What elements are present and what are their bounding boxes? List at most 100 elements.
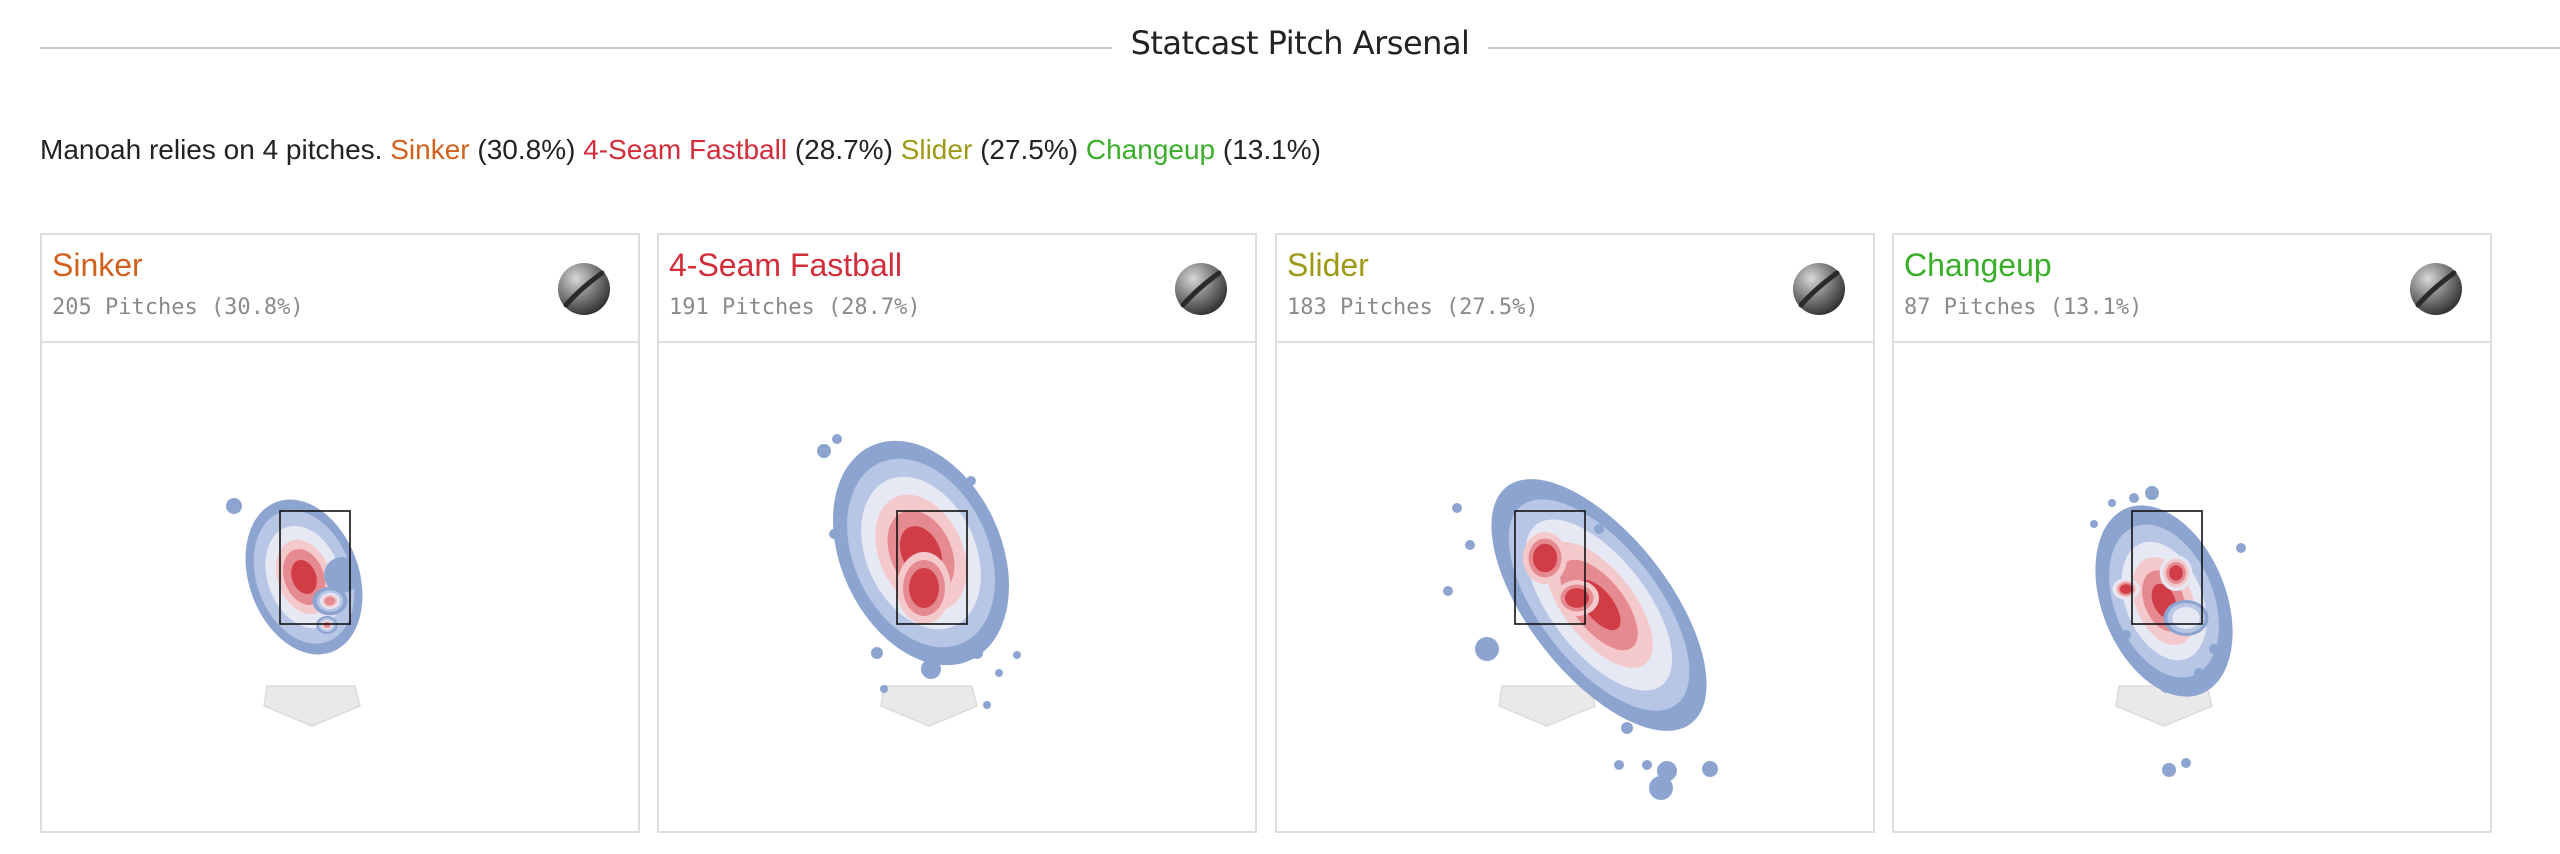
- ball-seam: [1180, 270, 1222, 308]
- heatmap-svg: [817, 434, 1021, 727]
- strike-zone: [2131, 510, 2203, 625]
- section-header: Statcast Pitch Arsenal: [40, 18, 2560, 78]
- pitch-count: 205 Pitches (30.8%): [52, 295, 304, 320]
- density-blob: [966, 476, 976, 486]
- summary-pitch-pct: (28.7%): [794, 134, 893, 165]
- pitch-name[interactable]: 4-Seam Fastball: [669, 247, 902, 283]
- density-blob: [1594, 524, 1604, 534]
- pitch-count: 191 Pitches (28.7%): [669, 295, 921, 320]
- density-layer: [817, 434, 1021, 709]
- baseball-icon: [2410, 263, 2462, 315]
- density-blob: [2209, 644, 2219, 654]
- density-blob: [995, 669, 1003, 677]
- baseball-icon: [558, 263, 610, 315]
- pitch-count: 87 Pitches (13.1%): [1904, 295, 2143, 320]
- strike-zone: [896, 510, 968, 625]
- heatmap-svg: [2090, 486, 2246, 777]
- density-blob: [921, 659, 941, 679]
- pitch-name[interactable]: Changeup: [1904, 247, 2052, 283]
- density-layer: [226, 498, 363, 655]
- density-contour: [2120, 584, 2132, 594]
- density-contour: [324, 596, 336, 606]
- density-contour: [2172, 607, 2200, 629]
- density-blob: [1013, 651, 1021, 659]
- density-layer: [2090, 486, 2246, 777]
- summary-pitch-name: 4-Seam Fastball: [583, 134, 788, 165]
- baseball-icon: [1793, 263, 1845, 315]
- ball-seam: [1798, 270, 1840, 308]
- pitch-card: Sinker 205 Pitches (30.8%): [40, 233, 640, 833]
- density-blob: [1614, 760, 1624, 770]
- density-blob: [1642, 760, 1652, 770]
- header-rule-left: [40, 47, 1112, 49]
- density-blob: [2181, 758, 2191, 768]
- density-blob: [817, 444, 831, 458]
- home-plate: [880, 685, 978, 727]
- density-blob: [2159, 677, 2175, 693]
- pitch-count: 183 Pitches (27.5%): [1287, 295, 1539, 320]
- heatmap-plot: [1894, 343, 2490, 831]
- density-contour: [1564, 588, 1590, 608]
- summary-pitch-pct: (13.1%): [1222, 134, 1321, 165]
- header-rule-right: [1488, 47, 2560, 49]
- strike-zone: [279, 510, 351, 625]
- density-blob: [1443, 586, 1453, 596]
- heatmap-plot: [659, 343, 1255, 831]
- density-blob: [1649, 776, 1673, 800]
- density-layer: [1443, 479, 1718, 800]
- density-blob: [2108, 499, 2116, 507]
- heatmap-svg: [226, 498, 363, 727]
- density-blob: [971, 647, 983, 659]
- density-blob: [2090, 520, 2098, 528]
- pitch-card: Changeup 87 Pitches (13.1%): [1892, 233, 2492, 833]
- baseball-icon: [1175, 263, 1227, 315]
- card-header: Slider 183 Pitches (27.5%): [1277, 235, 1873, 343]
- density-contour: [2169, 565, 2183, 581]
- density-contour: [909, 568, 939, 608]
- home-plate: [1498, 685, 1596, 727]
- home-plate: [263, 685, 361, 727]
- density-blob: [324, 557, 360, 593]
- summary-pitch-pct: (30.8%): [477, 134, 576, 165]
- density-blob: [2121, 630, 2131, 640]
- card-header: Sinker 205 Pitches (30.8%): [42, 235, 638, 343]
- card-header: 4-Seam Fastball 191 Pitches (28.7%): [659, 235, 1255, 343]
- density-blob: [1657, 761, 1677, 781]
- pitch-name[interactable]: Sinker: [52, 247, 143, 283]
- card-header: Changeup 87 Pitches (13.1%): [1894, 235, 2490, 343]
- density-blob: [983, 701, 991, 709]
- pitch-card: 4-Seam Fastball 191 Pitches (28.7%): [657, 233, 1257, 833]
- summary-pitch-pct: (27.5%): [980, 134, 1079, 165]
- density-blob: [2194, 668, 2204, 678]
- density-blob: [2162, 763, 2176, 777]
- density-blob: [2129, 493, 2139, 503]
- density-blob: [2236, 543, 2246, 553]
- arsenal-summary: Manoah relies on 4 pitches. Sinker (30.8…: [40, 134, 1321, 166]
- density-blob: [1702, 761, 1718, 777]
- ball-seam: [563, 270, 605, 308]
- density-blob: [832, 434, 842, 444]
- density-blob: [2117, 521, 2127, 531]
- density-contour: [291, 559, 317, 595]
- summary-pitch-name: Sinker: [390, 134, 470, 165]
- pitch-name[interactable]: Slider: [1287, 247, 1369, 283]
- heatmap-plot: [42, 343, 638, 831]
- density-blob: [1475, 637, 1499, 661]
- density-blob: [829, 529, 839, 539]
- density-blob: [226, 498, 242, 514]
- density-blob: [2145, 486, 2159, 500]
- density-contour: [1532, 543, 1558, 573]
- density-blob: [871, 647, 883, 659]
- summary-intro: Manoah relies on 4 pitches.: [40, 134, 383, 165]
- heatmap-svg: [1443, 479, 1718, 800]
- pitch-cards: Sinker 205 Pitches (30.8%) 4-Seam Fastba…: [40, 233, 2520, 833]
- summary-pitch-name: Changeup: [1085, 134, 1216, 165]
- heatmap-plot: [1277, 343, 1873, 831]
- page-title: Statcast Pitch Arsenal: [1130, 24, 1470, 62]
- density-blob: [880, 685, 888, 693]
- density-blob: [1621, 722, 1633, 734]
- density-contour: [323, 622, 331, 628]
- strike-zone: [1514, 510, 1586, 625]
- pitch-card: Slider 183 Pitches (27.5%): [1275, 233, 1875, 833]
- ball-seam: [2415, 270, 2457, 308]
